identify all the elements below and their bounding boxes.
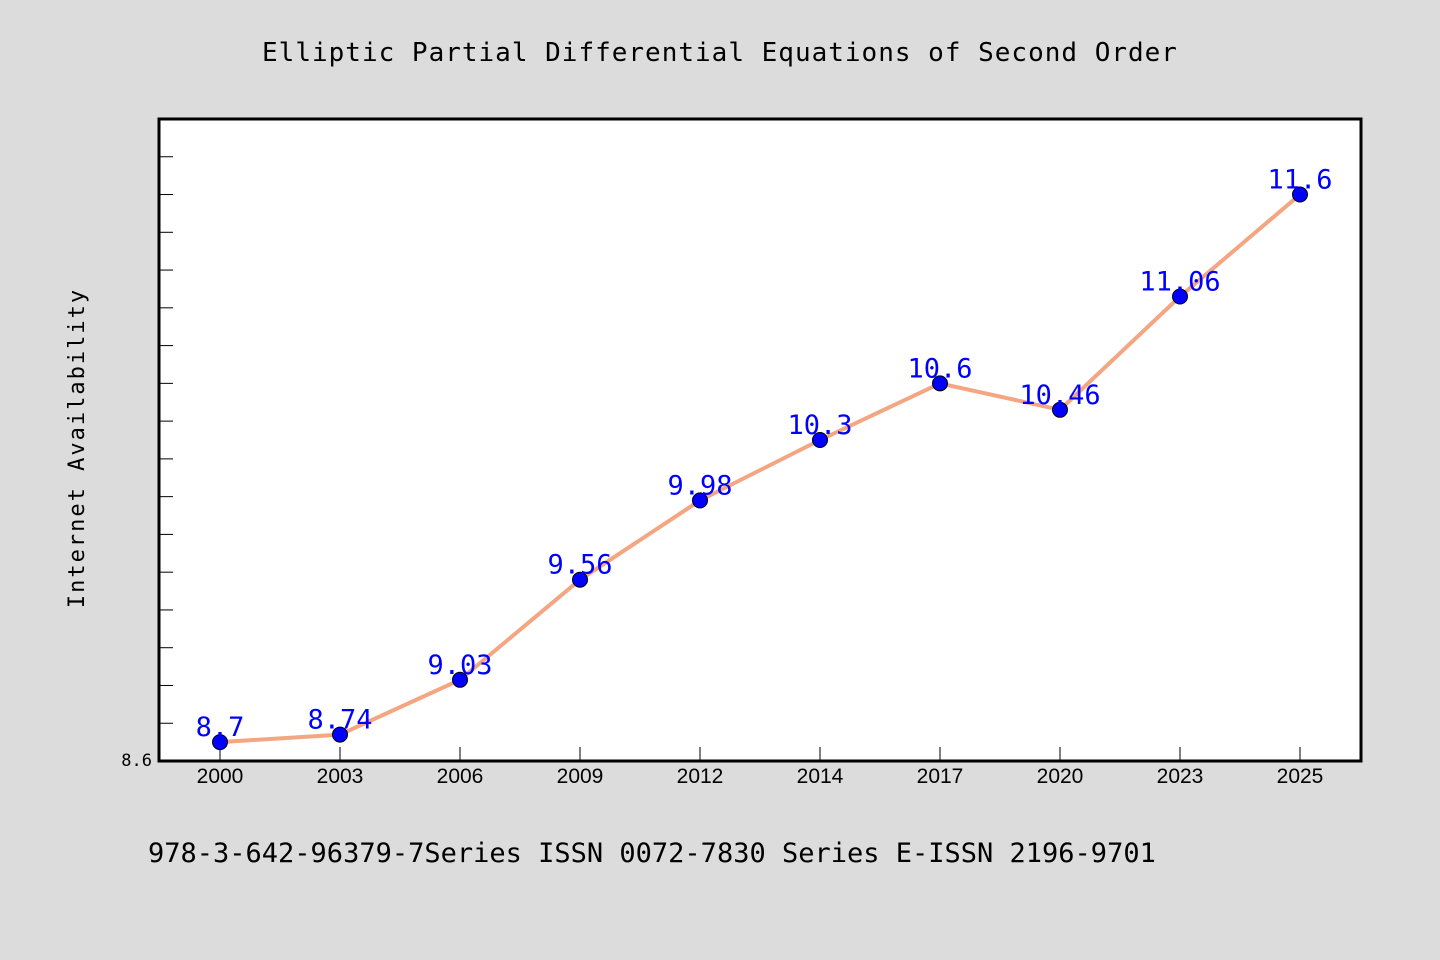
data-point-marker [452, 671, 468, 688]
plot-area [157, 117, 1363, 763]
x-tick-label: 2017 [917, 765, 964, 788]
data-label: 8.74 [307, 705, 372, 736]
x-tick-label: 2000 [197, 765, 244, 788]
data-label: 9.03 [427, 650, 492, 681]
data-point-marker [692, 492, 708, 509]
data-point-marker [812, 432, 828, 448]
data-label: 10.46 [1019, 380, 1100, 411]
data-point-marker [572, 571, 588, 588]
data-point-marker [212, 734, 228, 751]
y-tick-label: 8.6 [121, 751, 152, 771]
data-point-marker [332, 726, 348, 743]
data-label: 11.06 [1139, 266, 1220, 297]
data-label: 9.98 [667, 470, 732, 501]
x-tick-label: 2003 [317, 765, 364, 788]
y-axis-ticks [159, 156, 173, 724]
x-tick-label: 2025 [1277, 765, 1324, 788]
series-line-group [218, 192, 1302, 745]
footer-text: 978-3-642-96379-7Series ISSN 0072-7830 S… [148, 838, 1156, 869]
data-point-marker [1052, 401, 1068, 418]
data-label: 11.6 [1267, 165, 1332, 196]
x-tick-label: 2009 [557, 765, 604, 788]
data-markers [212, 186, 1308, 751]
x-tick-label: 2023 [1157, 765, 1204, 788]
x-axis-ticks [219, 747, 1301, 761]
data-labels: 8.7 8.74 9.03 9.56 9.98 10.3 10.6 10.46 11.06 11.… [196, 165, 1333, 744]
data-label: 10.3 [787, 410, 852, 441]
data-label: 9.56 [547, 550, 612, 581]
chart-title: Elliptic Partial Differential Equations … [262, 38, 1178, 68]
y-axis-label: Internet Availability [65, 288, 90, 608]
x-tick-label: 2006 [437, 765, 484, 788]
data-point-marker [1292, 186, 1308, 203]
x-tick-label: 2014 [797, 765, 844, 788]
data-point-marker [932, 375, 948, 392]
x-tick-label: 2020 [1037, 765, 1084, 788]
x-tick-labels: 2000 2003 2006 2009 2012 2014 2017 2020 2023 2025 [197, 765, 1324, 788]
data-point-marker [1172, 288, 1188, 305]
data-label: 10.6 [907, 353, 972, 384]
data-label: 8.7 [196, 712, 245, 743]
series-line [218, 192, 1302, 745]
x-tick-label: 2012 [677, 765, 724, 788]
